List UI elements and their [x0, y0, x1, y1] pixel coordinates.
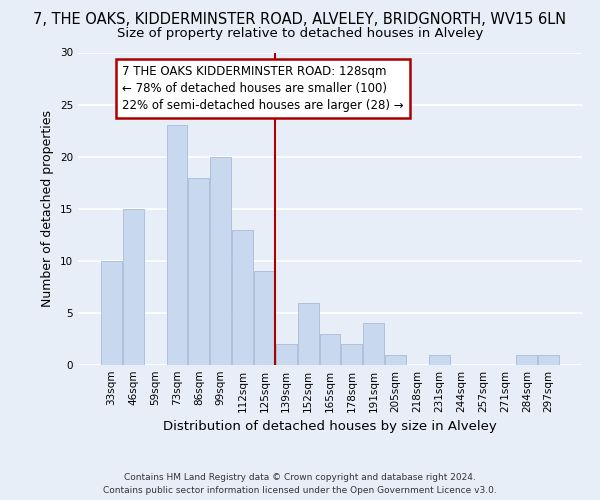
Bar: [385, 354, 406, 365]
Bar: [254, 271, 275, 365]
Bar: [188, 178, 209, 365]
Bar: [210, 156, 231, 365]
Bar: [320, 334, 340, 365]
Bar: [123, 209, 143, 365]
Bar: [364, 324, 384, 365]
Text: Contains HM Land Registry data © Crown copyright and database right 2024.
Contai: Contains HM Land Registry data © Crown c…: [103, 473, 497, 495]
Text: 7 THE OAKS KIDDERMINSTER ROAD: 128sqm
← 78% of detached houses are smaller (100): 7 THE OAKS KIDDERMINSTER ROAD: 128sqm ← …: [122, 65, 404, 112]
Text: Size of property relative to detached houses in Alveley: Size of property relative to detached ho…: [117, 28, 483, 40]
Bar: [232, 230, 253, 365]
Bar: [429, 354, 450, 365]
Bar: [276, 344, 296, 365]
Bar: [101, 261, 122, 365]
Bar: [517, 354, 537, 365]
Bar: [538, 354, 559, 365]
Bar: [298, 302, 319, 365]
Text: 7, THE OAKS, KIDDERMINSTER ROAD, ALVELEY, BRIDGNORTH, WV15 6LN: 7, THE OAKS, KIDDERMINSTER ROAD, ALVELEY…: [34, 12, 566, 28]
Y-axis label: Number of detached properties: Number of detached properties: [41, 110, 55, 307]
Bar: [167, 126, 187, 365]
Bar: [341, 344, 362, 365]
X-axis label: Distribution of detached houses by size in Alveley: Distribution of detached houses by size …: [163, 420, 497, 434]
